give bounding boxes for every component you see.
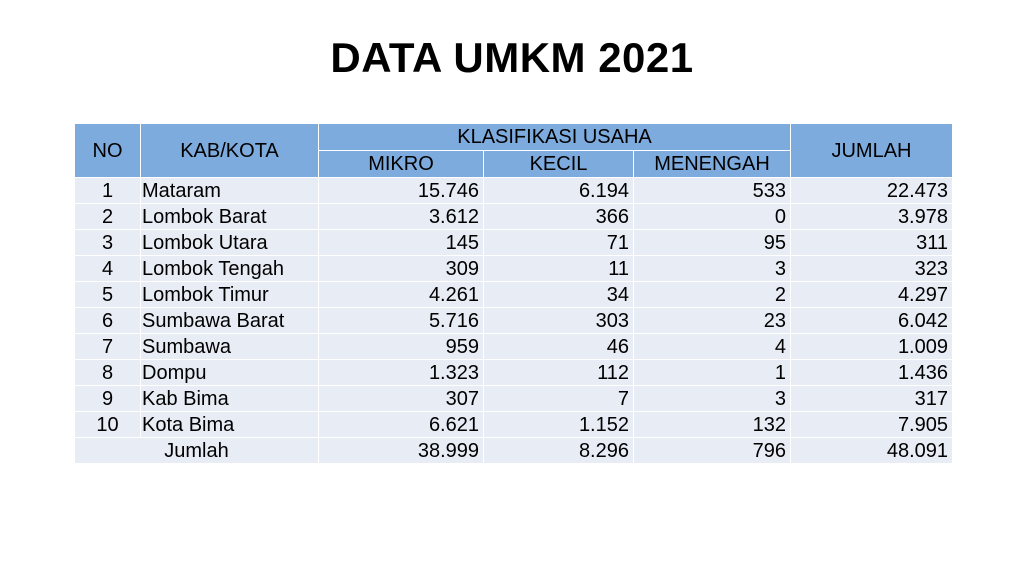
cell-mikro: 307: [318, 385, 484, 412]
cell-kab-kota: Kota Bima: [140, 411, 319, 438]
cell-mikro: 3.612: [318, 203, 484, 230]
total-label: Jumlah: [74, 437, 319, 464]
cell-menengah: 2: [633, 281, 791, 308]
cell-jumlah: 22.473: [790, 177, 953, 204]
cell-menengah: 4: [633, 333, 791, 360]
cell-no: 1: [74, 177, 141, 204]
cell-kab-kota: Sumbawa Barat: [140, 307, 319, 334]
cell-menengah: 1: [633, 359, 791, 386]
cell-kecil: 1.152: [483, 411, 634, 438]
umkm-table: NO KAB/KOTA KLASIFIKASI USAHA JUMLAH MIK…: [74, 123, 953, 464]
cell-no: 7: [74, 333, 141, 360]
cell-no: 2: [74, 203, 141, 230]
cell-no: 4: [74, 255, 141, 282]
table-row: 2 Lombok Barat 3.612 366 0 3.978: [74, 203, 953, 230]
cell-kecil: 71: [483, 229, 634, 256]
header-jumlah: JUMLAH: [790, 123, 953, 178]
table-row: 4 Lombok Tengah 309 11 3 323: [74, 255, 953, 282]
header-row-top: NO KAB/KOTA KLASIFIKASI USAHA JUMLAH: [74, 123, 953, 178]
total-menengah: 796: [633, 437, 791, 464]
table-row: 10 Kota Bima 6.621 1.152 132 7.905: [74, 411, 953, 438]
cell-jumlah: 317: [790, 385, 953, 412]
cell-mikro: 5.716: [318, 307, 484, 334]
cell-menengah: 3: [633, 385, 791, 412]
total-row: Jumlah 38.999 8.296 796 48.091: [74, 437, 953, 464]
cell-jumlah: 311: [790, 229, 953, 256]
cell-mikro: 309: [318, 255, 484, 282]
cell-kab-kota: Lombok Utara: [140, 229, 319, 256]
cell-jumlah: 1.009: [790, 333, 953, 360]
cell-kecil: 7: [483, 385, 634, 412]
cell-kab-kota: Dompu: [140, 359, 319, 386]
header-kab-kota: KAB/KOTA: [140, 123, 319, 178]
table-row: 8 Dompu 1.323 112 1 1.436: [74, 359, 953, 386]
total-kecil: 8.296: [483, 437, 634, 464]
table-row: 5 Lombok Timur 4.261 34 2 4.297: [74, 281, 953, 308]
cell-no: 3: [74, 229, 141, 256]
header-no: NO: [74, 123, 141, 178]
cell-mikro: 4.261: [318, 281, 484, 308]
cell-kab-kota: Lombok Tengah: [140, 255, 319, 282]
cell-jumlah: 7.905: [790, 411, 953, 438]
cell-mikro: 145: [318, 229, 484, 256]
cell-menengah: 132: [633, 411, 791, 438]
cell-kab-kota: Mataram: [140, 177, 319, 204]
cell-jumlah: 4.297: [790, 281, 953, 308]
table-row: 7 Sumbawa 959 46 4 1.009: [74, 333, 953, 360]
table-row: 3 Lombok Utara 145 71 95 311: [74, 229, 953, 256]
cell-kecil: 303: [483, 307, 634, 334]
cell-jumlah: 323: [790, 255, 953, 282]
cell-kecil: 34: [483, 281, 634, 308]
header-row-sub: MIKRO KECIL MENENGAH: [75, 150, 953, 178]
header-menengah: MENENGAH: [633, 150, 791, 178]
cell-mikro: 15.746: [318, 177, 484, 204]
table-body: 1 Mataram 15.746 6.194 533 22.473 2 Lomb…: [74, 177, 953, 464]
cell-no: 6: [74, 307, 141, 334]
cell-no: 10: [74, 411, 141, 438]
cell-jumlah: 3.978: [790, 203, 953, 230]
header-klasifikasi-usaha: KLASIFIKASI USAHA: [318, 123, 791, 151]
cell-kecil: 46: [483, 333, 634, 360]
cell-kab-kota: Sumbawa: [140, 333, 319, 360]
table-row: 6 Sumbawa Barat 5.716 303 23 6.042: [74, 307, 953, 334]
cell-mikro: 1.323: [318, 359, 484, 386]
cell-kab-kota: Lombok Timur: [140, 281, 319, 308]
cell-mikro: 959: [318, 333, 484, 360]
cell-menengah: 533: [633, 177, 791, 204]
cell-no: 8: [74, 359, 141, 386]
cell-kab-kota: Lombok Barat: [140, 203, 319, 230]
cell-kab-kota: Kab Bima: [140, 385, 319, 412]
header-kecil: KECIL: [483, 150, 634, 178]
total-mikro: 38.999: [318, 437, 484, 464]
cell-kecil: 366: [483, 203, 634, 230]
cell-menengah: 95: [633, 229, 791, 256]
cell-kecil: 112: [483, 359, 634, 386]
cell-kecil: 6.194: [483, 177, 634, 204]
cell-mikro: 6.621: [318, 411, 484, 438]
cell-no: 9: [74, 385, 141, 412]
cell-menengah: 3: [633, 255, 791, 282]
header-mikro: MIKRO: [318, 150, 484, 178]
cell-menengah: 0: [633, 203, 791, 230]
cell-menengah: 23: [633, 307, 791, 334]
cell-jumlah: 1.436: [790, 359, 953, 386]
page-title: DATA UMKM 2021: [330, 34, 694, 81]
cell-kecil: 11: [483, 255, 634, 282]
table-row: 9 Kab Bima 307 7 3 317: [74, 385, 953, 412]
table-header: NO KAB/KOTA KLASIFIKASI USAHA JUMLAH MIK…: [74, 123, 953, 178]
cell-jumlah: 6.042: [790, 307, 953, 334]
cell-no: 5: [74, 281, 141, 308]
total-jumlah: 48.091: [790, 437, 953, 464]
table-row: 1 Mataram 15.746 6.194 533 22.473: [74, 177, 953, 204]
